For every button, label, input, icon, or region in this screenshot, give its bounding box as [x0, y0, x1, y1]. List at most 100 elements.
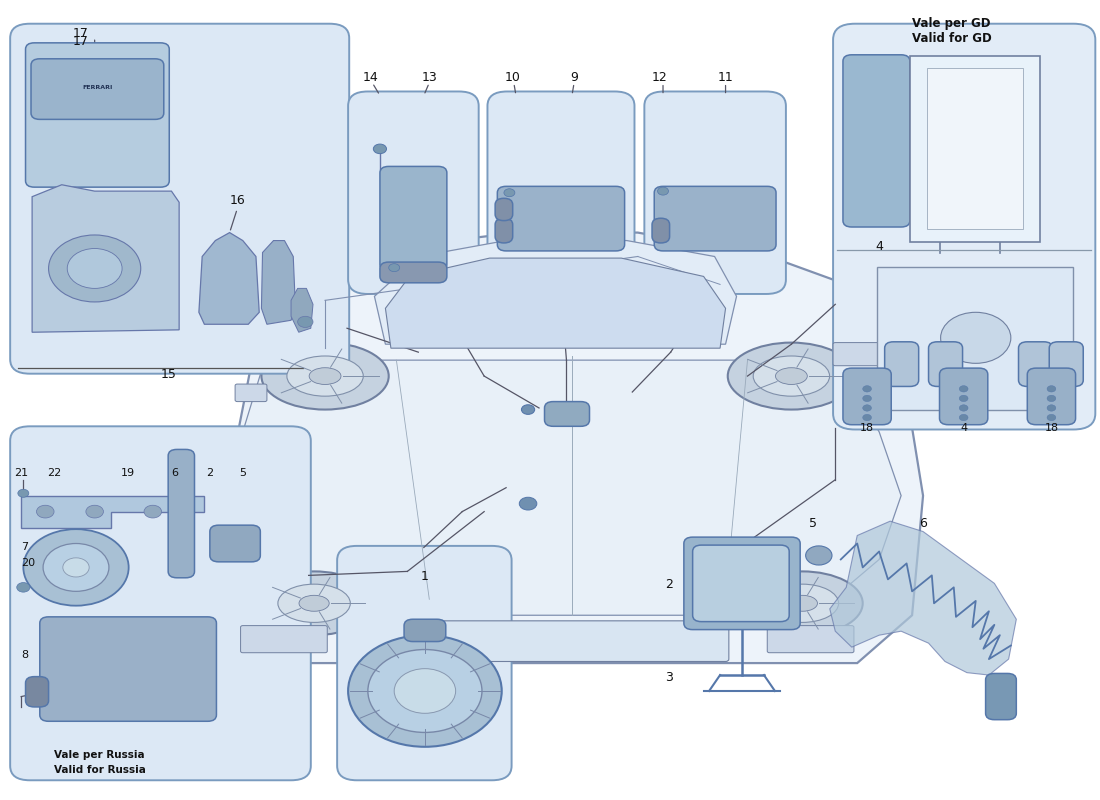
- Text: 20: 20: [21, 558, 35, 569]
- FancyBboxPatch shape: [40, 617, 217, 722]
- Ellipse shape: [287, 356, 363, 396]
- Polygon shape: [199, 233, 260, 324]
- Circle shape: [43, 543, 109, 591]
- Circle shape: [862, 386, 871, 392]
- Polygon shape: [232, 233, 923, 663]
- Circle shape: [348, 635, 502, 746]
- Circle shape: [519, 498, 537, 510]
- Text: 12: 12: [652, 70, 668, 84]
- FancyBboxPatch shape: [10, 426, 311, 780]
- Circle shape: [959, 395, 968, 402]
- Circle shape: [940, 312, 1011, 363]
- Polygon shape: [374, 241, 737, 344]
- Circle shape: [388, 264, 399, 272]
- Circle shape: [805, 546, 832, 565]
- Circle shape: [394, 669, 455, 714]
- FancyBboxPatch shape: [337, 546, 512, 780]
- FancyBboxPatch shape: [495, 198, 513, 221]
- FancyBboxPatch shape: [645, 91, 785, 294]
- Text: 3: 3: [666, 671, 673, 684]
- FancyBboxPatch shape: [31, 58, 164, 119]
- Text: 8: 8: [21, 650, 29, 660]
- FancyBboxPatch shape: [415, 621, 729, 662]
- FancyBboxPatch shape: [25, 43, 169, 187]
- FancyBboxPatch shape: [1049, 342, 1084, 386]
- FancyBboxPatch shape: [10, 24, 349, 374]
- Circle shape: [521, 405, 535, 414]
- Text: 22: 22: [47, 468, 62, 478]
- Text: passione 1985: passione 1985: [429, 388, 671, 571]
- Text: 21: 21: [14, 468, 29, 478]
- Text: euromotive: euromotive: [417, 370, 596, 398]
- Polygon shape: [385, 258, 726, 348]
- Circle shape: [36, 506, 54, 518]
- FancyBboxPatch shape: [379, 262, 447, 283]
- Ellipse shape: [776, 368, 807, 385]
- Circle shape: [1047, 405, 1056, 411]
- FancyBboxPatch shape: [927, 68, 1023, 230]
- Text: 2: 2: [666, 578, 673, 591]
- Circle shape: [18, 490, 29, 498]
- FancyBboxPatch shape: [910, 56, 1041, 242]
- Text: Vale per GD: Vale per GD: [912, 18, 991, 30]
- Circle shape: [959, 386, 968, 392]
- Text: Vale per Russia: Vale per Russia: [54, 750, 145, 760]
- FancyBboxPatch shape: [348, 91, 478, 294]
- FancyBboxPatch shape: [652, 218, 670, 243]
- Text: Valid for GD: Valid for GD: [912, 32, 992, 46]
- FancyBboxPatch shape: [497, 186, 625, 251]
- Polygon shape: [262, 241, 296, 324]
- Ellipse shape: [728, 342, 855, 410]
- Ellipse shape: [278, 584, 350, 622]
- Circle shape: [1047, 395, 1056, 402]
- Text: 7: 7: [21, 542, 29, 553]
- Ellipse shape: [299, 595, 329, 611]
- FancyBboxPatch shape: [241, 626, 328, 653]
- Circle shape: [862, 395, 871, 402]
- Ellipse shape: [262, 342, 388, 410]
- Ellipse shape: [742, 571, 862, 635]
- Text: 5: 5: [240, 468, 246, 478]
- Polygon shape: [292, 288, 313, 332]
- Circle shape: [959, 414, 968, 421]
- FancyBboxPatch shape: [25, 677, 48, 707]
- Text: 10: 10: [505, 70, 520, 84]
- Text: 1: 1: [421, 570, 429, 583]
- Circle shape: [367, 650, 482, 733]
- Circle shape: [1047, 386, 1056, 392]
- Circle shape: [86, 506, 103, 518]
- Circle shape: [373, 144, 386, 154]
- Ellipse shape: [754, 356, 829, 396]
- FancyBboxPatch shape: [939, 368, 988, 425]
- Circle shape: [144, 506, 162, 518]
- FancyBboxPatch shape: [1019, 342, 1053, 386]
- Text: 18: 18: [860, 423, 875, 433]
- Text: FERRARI: FERRARI: [82, 85, 113, 90]
- Text: 6: 6: [920, 517, 927, 530]
- Ellipse shape: [767, 584, 838, 622]
- Text: 16: 16: [230, 194, 245, 207]
- Text: 5: 5: [810, 517, 817, 530]
- Ellipse shape: [254, 571, 374, 635]
- Circle shape: [862, 414, 871, 421]
- Circle shape: [504, 189, 515, 197]
- Circle shape: [862, 405, 871, 411]
- FancyBboxPatch shape: [1027, 368, 1076, 425]
- FancyBboxPatch shape: [404, 619, 446, 642]
- Circle shape: [658, 187, 669, 195]
- FancyBboxPatch shape: [544, 402, 590, 426]
- Text: 19: 19: [121, 468, 134, 478]
- FancyBboxPatch shape: [833, 24, 1096, 430]
- Text: 15: 15: [161, 368, 176, 381]
- FancyBboxPatch shape: [767, 626, 854, 653]
- FancyBboxPatch shape: [843, 368, 891, 425]
- Text: 4: 4: [876, 240, 883, 253]
- FancyBboxPatch shape: [379, 166, 447, 271]
- Circle shape: [23, 529, 129, 606]
- Circle shape: [16, 582, 30, 592]
- FancyBboxPatch shape: [487, 91, 635, 294]
- Text: 17: 17: [73, 26, 88, 40]
- FancyBboxPatch shape: [884, 342, 918, 386]
- FancyBboxPatch shape: [654, 186, 776, 251]
- FancyBboxPatch shape: [843, 55, 910, 227]
